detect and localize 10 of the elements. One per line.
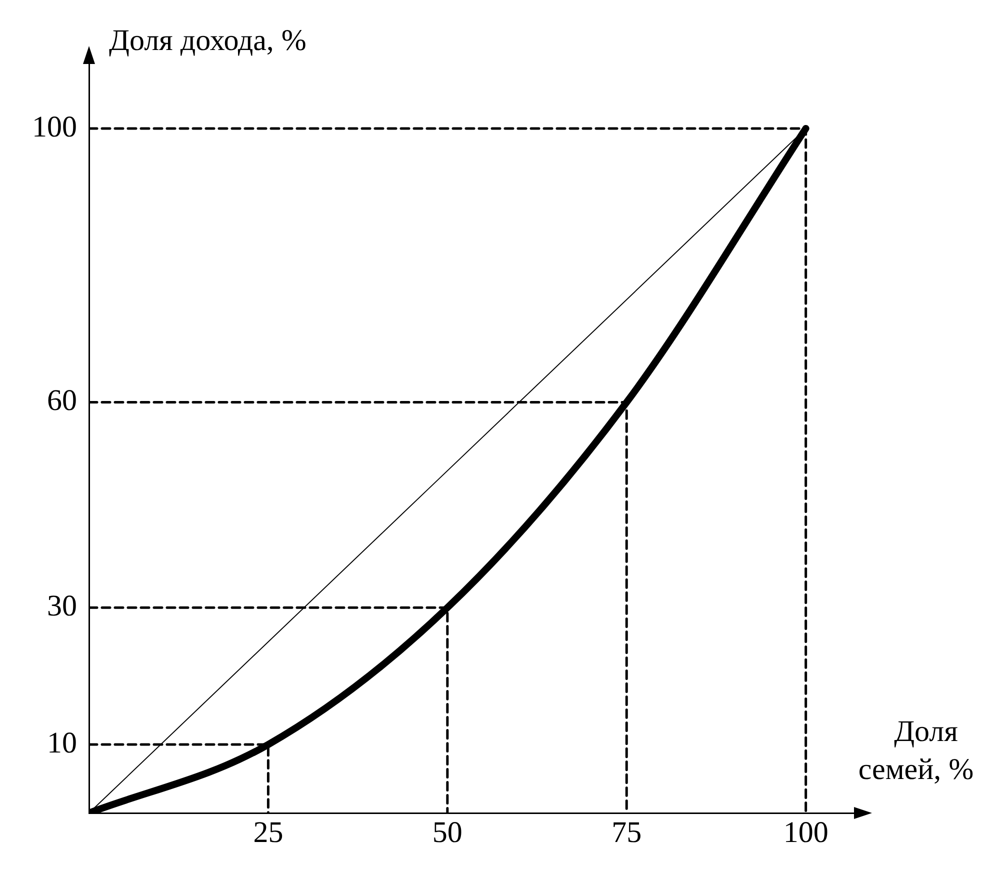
y-tick-label: 30 <box>47 590 77 623</box>
y-axis-title: Доля дохода, % <box>109 24 306 57</box>
x-tick-label: 50 <box>432 816 462 849</box>
x-tick-label: 25 <box>253 816 284 849</box>
y-tick-label: 100 <box>32 110 77 144</box>
x-tick-label: 100 <box>783 816 828 849</box>
x-tick-label: 75 <box>612 816 642 849</box>
x-axis-title: Доля семей, % <box>858 714 974 786</box>
y-tick-label: 60 <box>47 384 77 418</box>
y-tick-label: 10 <box>47 726 77 760</box>
